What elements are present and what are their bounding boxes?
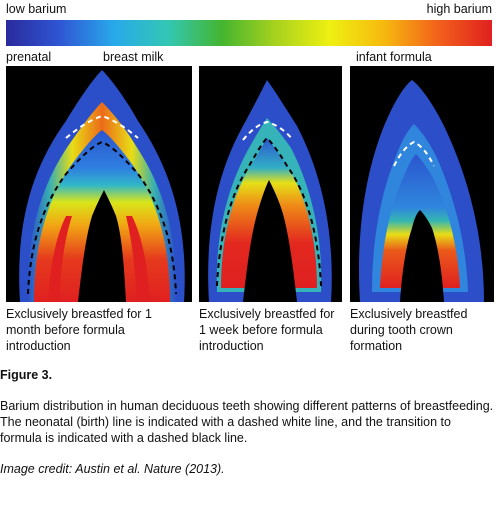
panel-2-caption: Exclusively breastfed for 1 week before …	[199, 307, 335, 353]
tooth-panel-1-month	[6, 66, 192, 302]
tooth-map-2	[208, 80, 332, 302]
tooth-panel-crown-formation	[350, 66, 494, 302]
tooth-panel-1-week	[199, 66, 342, 302]
low-barium-label: low barium	[6, 2, 67, 16]
high-barium-label: high barium	[426, 2, 492, 16]
panel-1-caption: Exclusively breastfed for 1 month before…	[6, 307, 152, 353]
image-credit: Image credit: Austin et al. Nature (2013…	[0, 462, 225, 476]
tooth-map-3	[359, 80, 484, 302]
panel-3-caption: Exclusively breastfed during tooth crown…	[350, 307, 468, 353]
figure-label: Figure 3.	[0, 368, 53, 382]
infant-formula-label: infant formula	[356, 50, 432, 64]
barium-color-scale	[6, 20, 492, 46]
prenatal-label: prenatal	[6, 50, 52, 64]
breast-milk-label: breast milk	[103, 50, 164, 64]
tooth-map-1	[19, 70, 185, 302]
figure-description: Barium distribution in human deciduous t…	[0, 399, 494, 445]
